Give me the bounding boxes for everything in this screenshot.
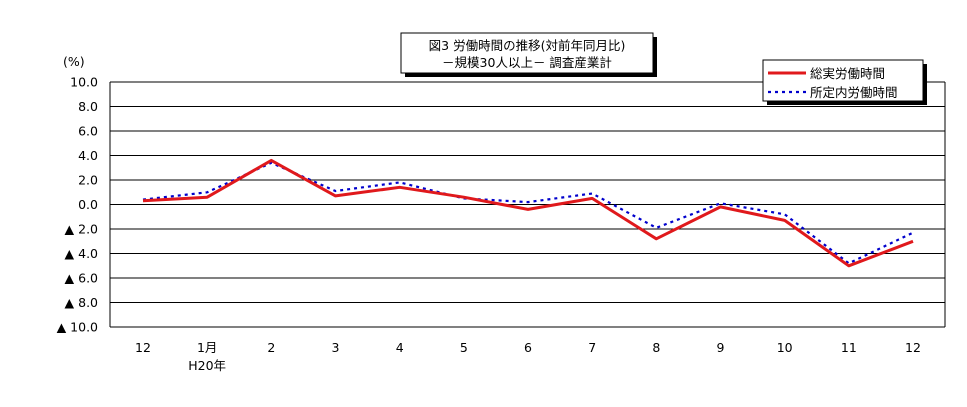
y-tick-label: 6.0 [78,124,98,139]
x-tick-label: 1月 [197,340,217,355]
chart-title-line2: －規模30人以上－ 調査産業計 [442,55,612,70]
y-tick-label: 10.0 [70,75,98,90]
x-tick-label: 10 [777,340,793,355]
chart-title-box: 図3 労働時間の推移(対前年同月比) －規模30人以上－ 調査産業計 [400,32,657,77]
series-line-total-hours [142,158,914,268]
legend-label-total-hours: 総実労働時間 [810,66,885,81]
series-lines [142,158,914,268]
x-tick-label: 5 [460,340,468,355]
legend-label-scheduled-hours: 所定内労働時間 [810,85,898,100]
chart-title-line1: 図3 労働時間の推移(対前年同月比) [429,38,626,53]
y-tick-label: 4.0 [78,148,98,163]
x-tick-label: 9 [717,340,725,355]
legend: 総実労働時間 所定内労働時間 [762,59,927,105]
x-tick-label: 6 [524,340,532,355]
y-tick-label: 0.0 [78,197,98,212]
x-tick-label: 4 [396,340,404,355]
y-tick-label: 8.0 [78,99,98,114]
x-tick-label: 3 [332,340,340,355]
x-tick-label: 11 [841,340,857,355]
axes: 10.0 8.0 6.0 4.0 2.0 0.0 ▲ 2.0 ▲ 4.0 ▲ 6.0 ▲ 8.0 ▲… [57,75,946,373]
x-tick-label: 12 [905,340,921,355]
x-tick-label: 7 [588,340,596,355]
y-axis-unit: (%) [63,54,85,69]
y-tick-label: ▲ 10.0 [57,320,98,335]
series-line-scheduled-hours [142,161,914,265]
y-tick-label: ▲ 8.0 [65,295,99,310]
x-tick-label: 8 [652,340,660,355]
y-tick-label: ▲ 6.0 [65,271,99,286]
y-tick-label: ▲ 4.0 [65,246,99,261]
x-tick-label: 2 [267,340,275,355]
x-tick-sublabel: H20年 [188,358,226,373]
y-tick-label: ▲ 2.0 [65,222,99,237]
y-tick-label: 2.0 [78,173,98,188]
x-tick-label: 12 [135,340,151,355]
grid [110,81,945,328]
